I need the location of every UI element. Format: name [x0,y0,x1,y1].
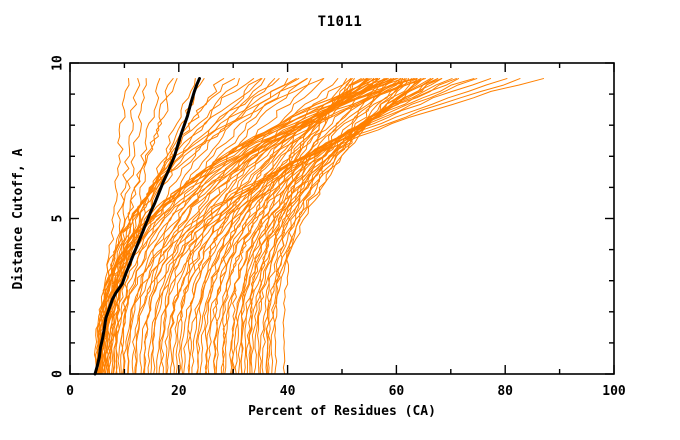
prediction-curve [115,78,544,375]
prediction-curve [257,78,362,375]
axes-layer [69,62,615,375]
prediction-curve [282,78,352,375]
x-tick-label: 80 [497,384,513,399]
prediction-curve [195,78,378,375]
prediction-curve [187,78,379,375]
prediction-curve [172,78,457,375]
prediction-curve [99,78,225,375]
tick-labels-layer: 0 20 40 60 80 100 0 5 10 [51,55,626,399]
prediction-curve [229,78,433,375]
prediction-curve [156,78,475,375]
data-curves-layer [93,77,544,376]
prediction-curve [126,78,289,375]
y-tick-label: 5 [51,215,66,223]
y-tick-label: 10 [51,55,66,71]
prediction-curve [98,78,308,375]
x-tick-label: 20 [171,384,187,399]
prediction-curve [253,78,403,375]
prediction-curve [142,78,308,375]
prediction-curve [147,78,478,375]
x-tick-label: 60 [389,384,405,399]
y-tick-label: 0 [51,370,66,378]
prediction-curve [110,78,263,375]
prediction-curve [265,78,353,375]
prediction-curve [240,78,424,375]
prediction-curve [123,78,521,375]
reference-curve [93,77,201,376]
prediction-curve [248,78,401,375]
prediction-curve [250,78,418,375]
prediction-curve [213,78,434,375]
prediction-curve [131,78,508,375]
x-tick-label: 0 [66,384,74,399]
prediction-curve [243,78,402,375]
prediction-curve [169,78,387,375]
y-axis-label: Distance Cutoff, A [11,148,26,289]
prediction-curve [115,78,255,375]
page-title: T1011 [317,14,363,30]
prediction-curve [139,78,492,375]
prediction-curve [231,78,397,375]
prediction-curve [270,78,422,375]
prediction-curve [248,78,365,375]
prediction-curve [121,78,235,375]
prediction-curve [237,78,397,375]
x-axis-label: Percent of Residues (CA) [248,404,436,419]
prediction-curve [191,78,370,375]
x-tick-label: 40 [280,384,296,399]
prediction-curve [240,78,367,375]
prediction-curve [152,78,388,375]
prediction-curve [135,78,395,375]
x-tick-label: 100 [602,384,626,399]
prediction-curve [105,78,280,375]
prediction-curve [95,78,324,375]
prediction-curve [215,78,389,375]
prediction-curve [222,78,368,375]
